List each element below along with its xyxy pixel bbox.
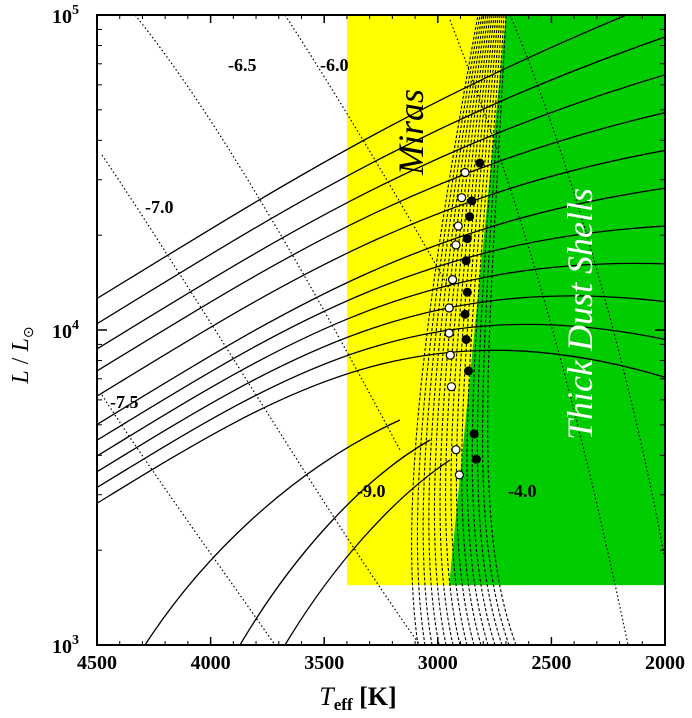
evolution-track-4 [433,15,487,645]
mass-loss-line-0 [101,394,276,645]
evolution-track-5 [439,15,489,645]
giant-branch-track-0 [97,349,665,504]
filled-marker-9 [467,196,477,206]
filled-marker-7 [462,234,472,244]
low-giant-track-2 [284,459,451,645]
giant-branch-track-7 [97,112,665,372]
giant-branch-track-4 [97,225,665,441]
evolution-track-11 [471,15,501,645]
x-tick-label-3000: 3000 [418,652,458,674]
x-tick-label-2000: 2000 [645,652,685,674]
filled-marker-8 [465,212,475,222]
evolution-track-10 [466,15,499,645]
mass-loss-label-2: -6.5 [228,55,257,75]
evolution-track-8 [455,15,495,645]
filled-marker-6 [461,256,471,266]
evolution-track-2 [422,15,483,645]
giant-branch-track-6 [97,149,665,397]
filled-marker-5 [462,287,472,297]
x-tick-label-2500: 2500 [531,652,571,674]
open-marker-0 [454,470,464,480]
y-tick-base: 10 [52,6,72,28]
giant-branch-track-10 [97,15,629,300]
evolution-track-12 [476,15,503,645]
y-tick-exponent: 3 [72,633,79,648]
mass-loss-label-5: -4.0 [508,481,537,501]
open-marker-9 [457,193,467,203]
filled-marker-10 [475,158,485,168]
y-tick-label-1000: 103 [52,633,79,658]
x-axis-title: Teff [K] [319,682,396,714]
open-marker-3 [445,350,455,360]
y-tick-base: 10 [52,321,72,343]
mass-loss-label-3: -6.0 [320,55,349,75]
open-marker-5 [444,303,454,313]
y-axis-title: L / L⊙ [8,326,37,384]
filled-marker-2 [463,366,473,376]
y-tick-base: 10 [52,636,72,658]
filled-marker-1 [469,429,479,439]
labels-layer: 4500 4000 3500 3000 2500 2000103104105-7.5-7.… [52,3,685,674]
evolution-track-14 [487,15,517,645]
open-marker-7 [451,240,461,250]
mass-loss-label-1: -7.0 [145,197,174,217]
giant-branch-track-9 [97,36,665,325]
x-tick-label-4000: 4000 [191,652,231,674]
evolution-track-0 [411,15,479,645]
evolution-track-3 [428,15,485,645]
region-thick-dust-shells [449,15,665,586]
region-label-miras: Miras [391,89,431,176]
region-label-thick-dust-shells: Thick Dust Shells [560,188,600,440]
low-giant-track-0 [144,419,401,645]
giant-branch-track-3 [97,262,665,457]
evolution-track-9 [461,15,497,645]
evolution-track-1 [416,15,481,645]
open-marker-10 [460,167,470,178]
open-marker-6 [447,275,458,285]
markers-layer [444,158,485,480]
open-marker-2 [446,382,457,392]
mass-loss-label-0: -7.5 [110,392,139,412]
mass-loss-line-4 [449,19,629,645]
filled-marker-4 [460,309,470,319]
mass-loss-label-4: -9.0 [357,481,386,501]
evolution-track-7 [450,15,493,645]
y-tick-exponent: 5 [72,3,79,18]
y-tick-label-100000: 105 [52,3,79,28]
giant-branch-track-2 [97,295,665,473]
mass-loss-line-3 [284,15,451,291]
ticks-layer [96,14,666,646]
evolution-track-6 [445,15,491,645]
y-tick-label-10000: 104 [52,318,79,343]
y-tick-exponent: 4 [72,318,79,333]
open-marker-1 [451,445,461,455]
filled-marker-0 [471,454,481,464]
x-tick-label-3500: 3500 [304,652,344,674]
evolution-track-13 [482,15,510,645]
x-tick-label-4500: 4500 [77,652,117,674]
open-marker-8 [453,221,463,231]
giant-branch-track-1 [97,323,665,489]
low-giant-track-1 [239,439,431,645]
open-marker-4 [444,328,454,338]
giant-branch-track-5 [97,187,665,426]
lines-layer [97,15,665,645]
giant-branch-track-8 [97,74,665,350]
filled-marker-3 [461,334,471,344]
